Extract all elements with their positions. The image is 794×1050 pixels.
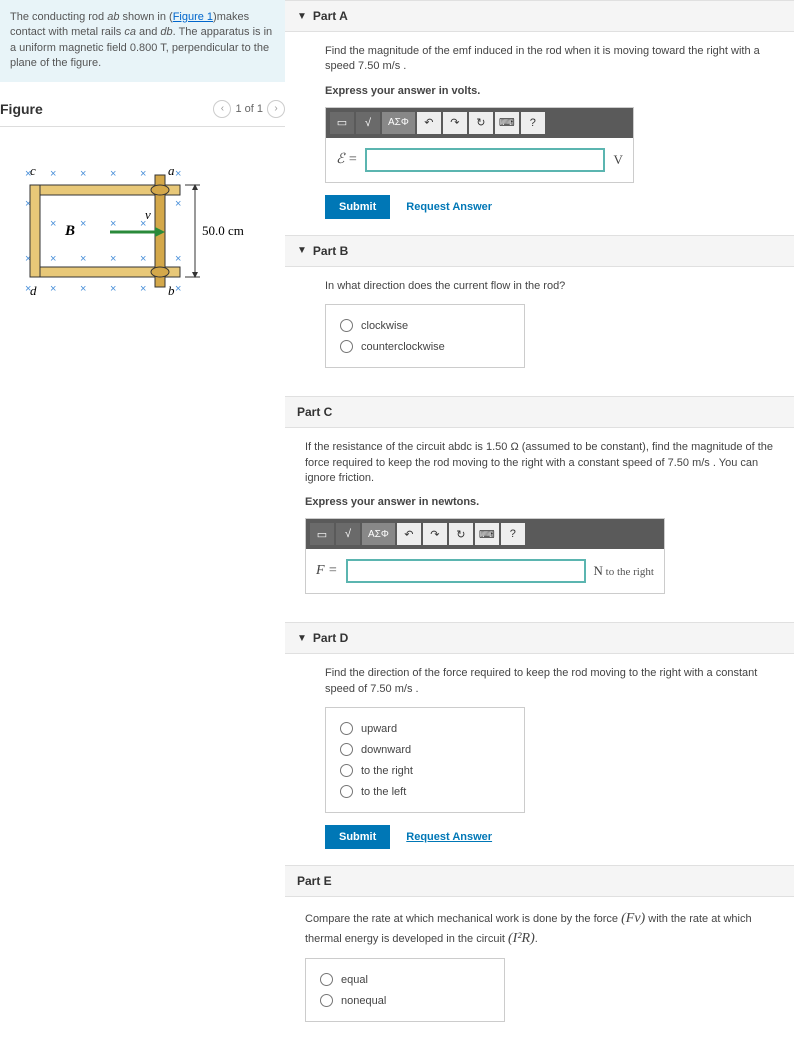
help-icon[interactable]: ? xyxy=(521,112,545,134)
svg-text:×: × xyxy=(50,168,56,180)
part-c-question: If the resistance of the circuit abdc is… xyxy=(305,440,774,486)
svg-text:×: × xyxy=(110,218,116,230)
figure-pager: ‹ 1 of 1 › xyxy=(213,100,285,118)
svg-text:c: c xyxy=(30,163,36,178)
part-e-header[interactable]: Part E xyxy=(285,865,794,897)
part-a-answer-box: ▭ √ ΑΣΦ ↶ ↷ ↻ ⌨ ? ℰ = V xyxy=(325,107,634,183)
figure-link[interactable]: Figure 1 xyxy=(173,11,213,23)
svg-text:×: × xyxy=(175,198,181,210)
problem-statement: The conducting rod ab shown in (Figure 1… xyxy=(0,0,285,82)
var-label: F = xyxy=(316,563,338,579)
template-icon[interactable]: ▭ xyxy=(330,112,354,134)
part-a-question: Find the magnitude of the emf induced in… xyxy=(325,44,774,75)
greek-button[interactable]: ΑΣΦ xyxy=(362,523,395,545)
svg-text:a: a xyxy=(168,163,175,178)
svg-text:×: × xyxy=(140,168,146,180)
part-c-answer-box: ▭ √ ΑΣΦ ↶ ↷ ↻ ⌨ ? F = N to the right xyxy=(305,518,665,594)
svg-text:×: × xyxy=(50,283,56,295)
svg-text:×: × xyxy=(80,283,86,295)
radio-option[interactable]: nonequal xyxy=(320,990,490,1011)
svg-text:×: × xyxy=(175,283,181,295)
keyboard-icon[interactable]: ⌨ xyxy=(495,112,519,134)
figure-diagram: ×××××× ×× ×××× ×××××× ×××××× xyxy=(0,157,265,317)
radio-option[interactable]: downward xyxy=(340,739,510,760)
request-answer-link[interactable]: Request Answer xyxy=(406,201,492,213)
radio-option[interactable]: to the right xyxy=(340,760,510,781)
part-d-header[interactable]: ▼ Part D xyxy=(285,622,794,654)
part-d-options: upward downward to the right to the left xyxy=(325,707,525,813)
svg-text:d: d xyxy=(30,283,37,298)
part-b-question: In what direction does the current flow … xyxy=(325,279,774,294)
svg-text:×: × xyxy=(80,253,86,265)
unit-label: N to the right xyxy=(594,563,654,579)
svg-text:50.0 cm: 50.0 cm xyxy=(202,223,244,238)
svg-text:×: × xyxy=(80,168,86,180)
var-label: ℰ = xyxy=(336,151,357,168)
request-answer-link[interactable]: Request Answer xyxy=(406,831,492,843)
svg-text:×: × xyxy=(140,283,146,295)
redo-icon[interactable]: ↷ xyxy=(443,112,467,134)
greek-button[interactable]: ΑΣΦ xyxy=(382,112,415,134)
radio-option[interactable]: upward xyxy=(340,718,510,739)
pager-prev[interactable]: ‹ xyxy=(213,100,231,118)
keyboard-icon[interactable]: ⌨ xyxy=(475,523,499,545)
template-icon[interactable]: ▭ xyxy=(310,523,334,545)
svg-text:×: × xyxy=(110,283,116,295)
part-c-header[interactable]: Part C xyxy=(285,396,794,428)
radio-option[interactable]: equal xyxy=(320,969,490,990)
part-a-input[interactable] xyxy=(365,148,605,172)
svg-text:×: × xyxy=(140,253,146,265)
part-a-header[interactable]: ▼ Part A xyxy=(285,0,794,32)
unit-label: V xyxy=(613,152,622,168)
submit-button[interactable]: Submit xyxy=(325,195,390,219)
pager-next[interactable]: › xyxy=(267,100,285,118)
part-c-instruction: Express your answer in newtons. xyxy=(305,496,774,508)
caret-icon: ▼ xyxy=(297,633,307,644)
caret-icon: ▼ xyxy=(297,245,307,256)
redo-icon[interactable]: ↷ xyxy=(423,523,447,545)
svg-text:×: × xyxy=(50,218,56,230)
reset-icon[interactable]: ↻ xyxy=(449,523,473,545)
svg-text:×: × xyxy=(50,253,56,265)
svg-text:v: v xyxy=(145,207,151,222)
svg-text:×: × xyxy=(110,253,116,265)
undo-icon[interactable]: ↶ xyxy=(397,523,421,545)
figure-title: Figure xyxy=(0,101,43,117)
help-icon[interactable]: ? xyxy=(501,523,525,545)
radio-option[interactable]: counterclockwise xyxy=(340,336,510,357)
part-e-options: equal nonequal xyxy=(305,958,505,1022)
svg-text:×: × xyxy=(110,168,116,180)
radio-option[interactable]: clockwise xyxy=(340,315,510,336)
submit-button[interactable]: Submit xyxy=(325,825,390,849)
part-e-question: Compare the rate at which mechanical wor… xyxy=(305,909,774,948)
svg-text:B⃗: B⃗ xyxy=(64,223,87,239)
svg-text:×: × xyxy=(175,253,181,265)
part-d-question: Find the direction of the force required… xyxy=(325,666,774,697)
reset-icon[interactable]: ↻ xyxy=(469,112,493,134)
svg-text:b: b xyxy=(168,283,175,298)
radio-option[interactable]: to the left xyxy=(340,781,510,802)
svg-text:×: × xyxy=(175,168,181,180)
sqrt-icon[interactable]: √ xyxy=(356,112,380,134)
part-b-options: clockwise counterclockwise xyxy=(325,304,525,368)
sqrt-icon[interactable]: √ xyxy=(336,523,360,545)
undo-icon[interactable]: ↶ xyxy=(417,112,441,134)
part-c-input[interactable] xyxy=(346,559,586,583)
part-a-instruction: Express your answer in volts. xyxy=(325,85,774,97)
caret-icon: ▼ xyxy=(297,11,307,22)
part-b-header[interactable]: ▼ Part B xyxy=(285,235,794,267)
